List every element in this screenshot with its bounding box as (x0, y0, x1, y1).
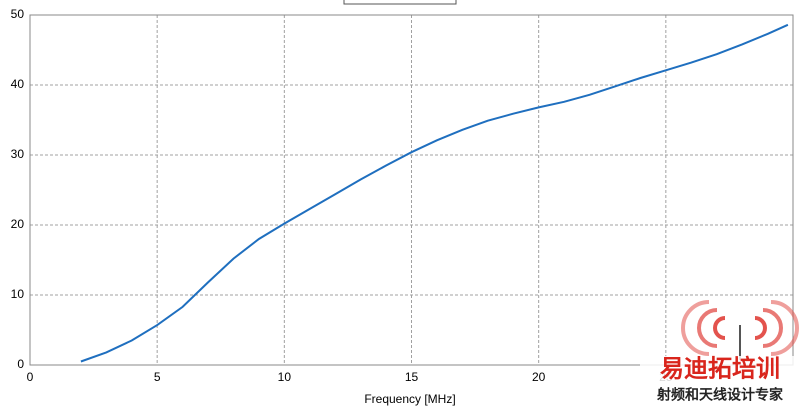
wave-icon (762, 308, 783, 348)
x-tick-label: 10 (278, 370, 292, 384)
x-tick-label: 15 (405, 370, 419, 384)
legend-box (343, 0, 457, 5)
watermark-title: 易迪拓培训 (660, 354, 780, 382)
plot-frame (29, 14, 794, 366)
y-tick-label: 20 (11, 217, 25, 231)
watermark-subtitle: 射频和天线设计专家 (656, 387, 784, 403)
y-tick-label: 50 (11, 7, 25, 21)
x-axis-label: Frequency [MHz] (364, 392, 455, 406)
wave-icon (754, 316, 767, 340)
y-tick-label: 10 (11, 287, 25, 301)
y-tick-label: 40 (11, 77, 25, 91)
wave-icon (697, 308, 718, 348)
wave-icon (770, 300, 799, 356)
y-tick-label: 30 (11, 147, 25, 161)
wave-icon (681, 300, 710, 356)
y-tick-label: 0 (17, 357, 24, 371)
watermark-bg (640, 356, 800, 406)
wave-icon (713, 316, 726, 340)
x-tick-label: 5 (154, 370, 161, 384)
x-tick-label: 20 (532, 370, 546, 384)
data-line (80, 23, 789, 363)
x-tick-label: 0 (27, 370, 34, 384)
